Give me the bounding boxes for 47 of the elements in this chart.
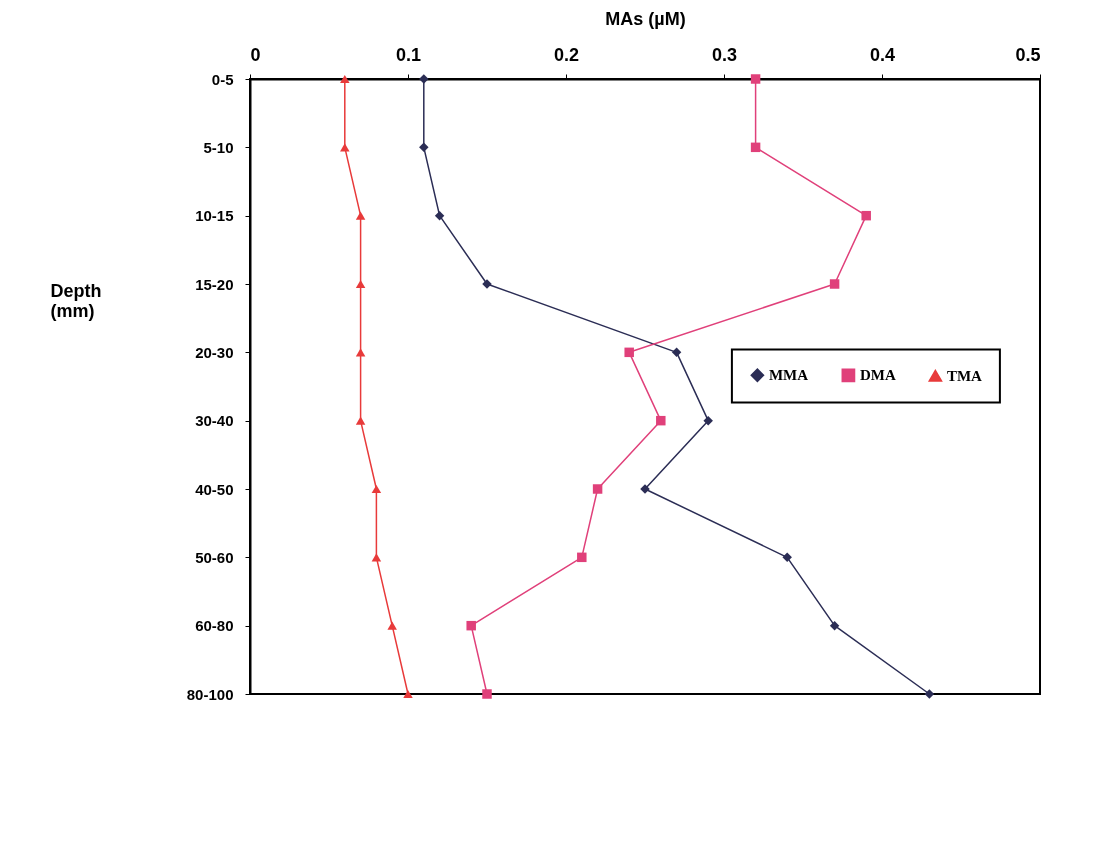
point [434, 210, 445, 221]
point [355, 348, 366, 357]
x-tick-label: 0.5 [1015, 44, 1041, 65]
point [340, 74, 350, 84]
point [387, 621, 397, 630]
point [750, 142, 761, 153]
legend-label: MMA [768, 367, 809, 384]
legend-label: TMA [946, 367, 983, 384]
x-tick-label: 0.1 [395, 44, 422, 65]
y-tick-label: 40-50 [195, 480, 234, 498]
point [750, 74, 761, 84]
point [355, 211, 366, 220]
point [355, 416, 366, 425]
x-tick-label: 0.4 [869, 44, 896, 65]
point [671, 347, 682, 358]
x-axis-title: MAs (µM) [605, 8, 686, 29]
y-tick-label: 15-20 [195, 275, 234, 293]
y-tick-label: 0-5 [211, 70, 234, 88]
point [703, 415, 713, 426]
point [656, 415, 666, 426]
y-tick-label: 10-15 [195, 207, 234, 225]
point [829, 279, 840, 289]
point [782, 552, 792, 563]
x-tick-label: 0.3 [711, 44, 738, 65]
point [592, 484, 603, 494]
y-tick-label: 30-40 [195, 412, 234, 430]
point [624, 347, 634, 358]
y-tick-label: 60-80 [195, 617, 234, 635]
point [924, 689, 935, 699]
y-tick-label: 50-60 [195, 548, 234, 566]
point [371, 484, 382, 494]
point [340, 143, 350, 152]
point [577, 552, 587, 563]
y-axis-title: Depth (mm) [50, 280, 102, 321]
point [482, 689, 492, 699]
point [371, 553, 382, 562]
y-tick-label: 80-100 [186, 685, 234, 703]
point [403, 689, 413, 699]
y-tick-label: 20-30 [195, 343, 234, 361]
x-tick-label: 0 [250, 44, 261, 65]
point [829, 620, 840, 631]
y-tick-label: 5-10 [203, 138, 234, 156]
x-tick-label: 0.2 [553, 44, 580, 65]
point [466, 620, 476, 631]
legend-label: DMA [859, 367, 896, 384]
point [419, 142, 429, 153]
point [861, 210, 871, 221]
